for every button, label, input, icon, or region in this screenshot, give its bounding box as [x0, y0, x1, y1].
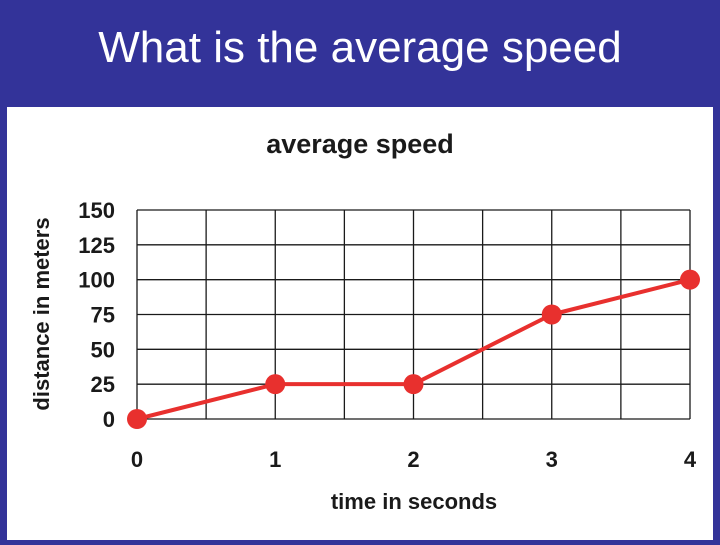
y-tick-label: 125: [78, 233, 115, 258]
y-tick-label: 50: [91, 337, 115, 362]
y-tick-label: 25: [91, 372, 115, 397]
x-tick-label: 2: [407, 447, 419, 472]
data-point: [541, 304, 562, 325]
chart-panel: average speed distance in meters time in…: [7, 107, 713, 540]
x-tick-label: 3: [546, 447, 558, 472]
data-point: [265, 374, 286, 395]
series-distance: [127, 269, 700, 429]
data-point: [403, 374, 424, 395]
y-axis-label: distance in meters: [29, 217, 54, 410]
x-axis-label: time in seconds: [331, 489, 497, 514]
chart-title: average speed: [266, 129, 454, 159]
y-tick-label: 0: [103, 407, 115, 432]
line-chart: average speed distance in meters time in…: [29, 129, 700, 514]
data-point: [680, 269, 700, 290]
slide-title: What is the average speed: [98, 23, 622, 72]
x-tick-label: 4: [684, 447, 697, 472]
data-point: [127, 409, 147, 429]
x-tick-label: 0: [131, 447, 143, 472]
y-tick-label: 150: [78, 198, 115, 223]
y-tick-label: 75: [91, 303, 115, 328]
tick-labels: 0 25 50 75 100 125 150 0 1 2 3 4: [78, 198, 697, 472]
y-tick-label: 100: [78, 268, 115, 293]
x-tick-label: 1: [269, 447, 281, 472]
